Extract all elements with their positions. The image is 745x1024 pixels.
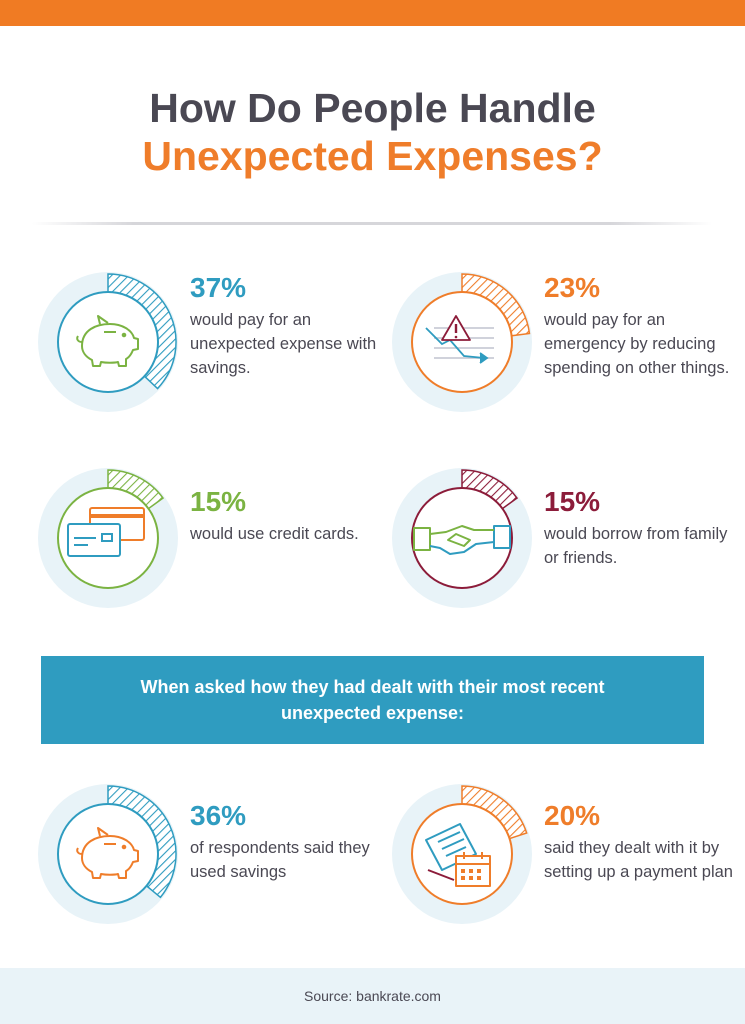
- stat-description: of respondents said they used savings: [190, 839, 370, 881]
- piggy-bank-icon: [76, 827, 139, 879]
- credit-cards-icon: [67, 507, 145, 557]
- stat-ring: [38, 784, 178, 924]
- source-text: Source: bankrate.com: [304, 988, 441, 1004]
- stat-ring: [392, 272, 532, 412]
- stat-description: would borrow from family or friends.: [544, 525, 728, 567]
- warning-chart-icon: [425, 315, 494, 364]
- handshake-icon: [413, 525, 511, 555]
- title-divider: [32, 222, 712, 225]
- stat-ring: [38, 468, 178, 608]
- stat-borrow: 15% would borrow from family or friends.: [392, 468, 732, 618]
- payment-plan-icon: [425, 823, 491, 887]
- stat-percent: 36%: [190, 800, 247, 831]
- stat-percent: 20%: [544, 800, 601, 831]
- stat-credit-cards: 15% would use credit cards.: [38, 468, 378, 618]
- page-title: How Do People Handle Unexpected Expenses…: [0, 84, 745, 180]
- top-accent-bar: [0, 0, 745, 26]
- stat-percent: 15%: [190, 486, 247, 517]
- stat-percent: 23%: [544, 272, 601, 303]
- stat-description: would use credit cards.: [190, 525, 359, 543]
- banner-text: When asked how they had dealt with their…: [140, 677, 605, 723]
- stat-ring: [392, 784, 532, 924]
- stat-percent: 15%: [544, 486, 601, 517]
- title-line-1: How Do People Handle: [149, 85, 596, 131]
- stat-reduce-spending: 23% would pay for an emergency by reduci…: [392, 272, 732, 422]
- source-footer: Source: bankrate.com: [0, 968, 745, 1024]
- stat-percent: 37%: [190, 272, 247, 303]
- stat-description: would pay for an unexpected expense with…: [190, 311, 377, 377]
- stat-description: said they dealt with it by setting up a …: [544, 839, 733, 881]
- piggy-bank-icon: [76, 315, 139, 367]
- stat-ring: [38, 272, 178, 412]
- stat-description: would pay for an emergency by reducing s…: [544, 311, 730, 377]
- title-line-2: Unexpected Expenses?: [142, 133, 603, 179]
- recent-payment-plan: 20% said they dealt with it by setting u…: [392, 784, 733, 934]
- recent-savings: 36% of respondents said they used saving…: [38, 784, 378, 934]
- stat-ring: [392, 468, 532, 608]
- section-banner: When asked how they had dealt with their…: [41, 656, 704, 744]
- stat-savings: 37% would pay for an unexpected expense …: [38, 272, 378, 422]
